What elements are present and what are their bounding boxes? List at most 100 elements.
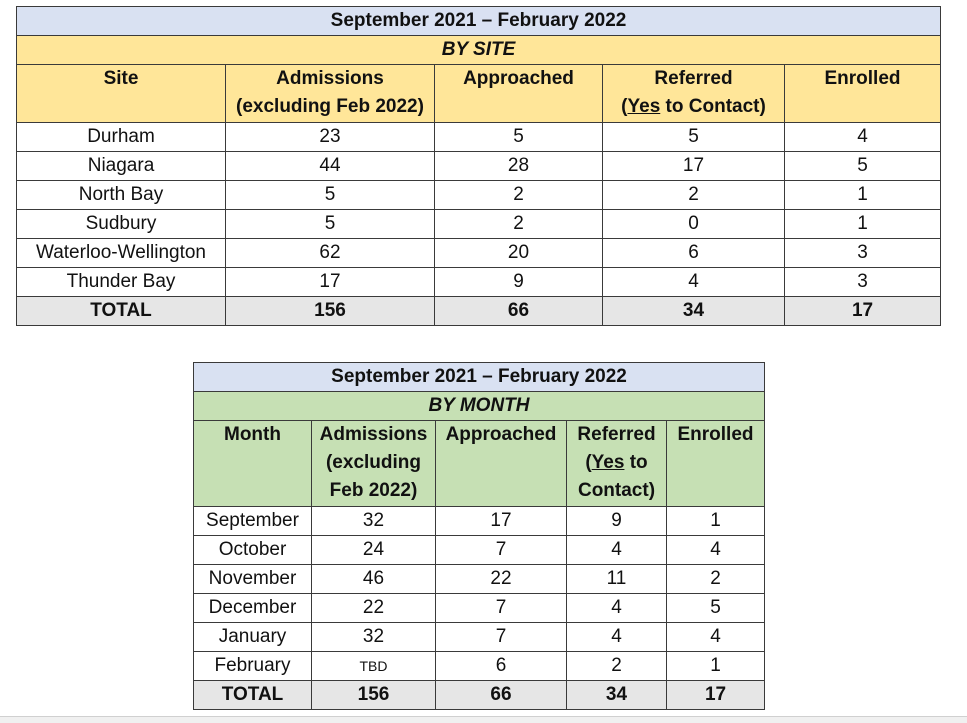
- approached-cell: 17: [435, 506, 567, 536]
- approached-cell: 9: [434, 267, 603, 297]
- column-header-admissions: Admissions (excluding Feb 2022): [311, 420, 436, 507]
- bottom-edge: [0, 716, 967, 723]
- enrolled-cell: 1: [783, 180, 942, 210]
- month-cell: December: [193, 593, 312, 623]
- referred-cell: 6: [602, 238, 785, 268]
- enrolled-cell: 3: [783, 238, 942, 268]
- total-referred: 34: [566, 680, 667, 710]
- table-row: September 32 17 9 1: [193, 506, 766, 536]
- enrolled-cell: 1: [665, 506, 766, 536]
- table-title: September 2021 – February 2022: [192, 362, 766, 392]
- table-row: January 32 7 4 4: [193, 622, 766, 652]
- column-header-site: Site: [16, 64, 226, 123]
- approached-cell: 28: [434, 151, 603, 181]
- referred-cell: 9: [566, 506, 667, 536]
- referred-cell: 17: [602, 151, 785, 181]
- column-header-approached: Approached: [435, 420, 567, 507]
- site-cell: Durham: [16, 122, 226, 152]
- referred-cell: 2: [566, 651, 667, 681]
- month-cell: January: [193, 622, 312, 652]
- enrolled-cell: 1: [783, 209, 942, 239]
- column-header-referred: Referred (Yes to Contact): [566, 420, 667, 507]
- table-row: October 24 7 4 4: [193, 535, 766, 565]
- site-cell: Sudbury: [16, 209, 226, 239]
- approached-cell: 2: [434, 180, 603, 210]
- approached-cell: 22: [435, 564, 567, 594]
- table-row: Sudbury 5 2 0 1: [16, 209, 942, 239]
- admissions-cell: 46: [311, 564, 436, 594]
- table-row: Durham 23 5 5 4: [16, 122, 942, 152]
- referred-cell: 11: [566, 564, 667, 594]
- approached-cell: 7: [435, 535, 567, 565]
- approached-cell: 7: [435, 622, 567, 652]
- referred-cell: 4: [602, 267, 785, 297]
- month-cell: November: [193, 564, 312, 594]
- referred-cell: 5: [602, 122, 785, 152]
- total-approached: 66: [435, 680, 567, 710]
- month-cell: October: [193, 535, 312, 565]
- total-admissions: 156: [311, 680, 436, 710]
- admissions-cell: 32: [311, 506, 436, 536]
- table-title-row: September 2021 – February 2022: [15, 6, 942, 36]
- table-row: Waterloo-Wellington 62 20 6 3: [16, 238, 942, 268]
- header-row: Month Admissions (excluding Feb 2022) Appr…: [193, 420, 766, 507]
- enrolled-cell: 5: [783, 151, 942, 181]
- table-row: December 22 7 4 5: [193, 593, 766, 623]
- month-cell: February: [193, 651, 312, 681]
- enrolled-cell: 1: [665, 651, 766, 681]
- site-cell: Niagara: [16, 151, 226, 181]
- total-row: TOTAL 156 66 34 17: [193, 680, 766, 710]
- site-cell: Waterloo-Wellington: [16, 238, 226, 268]
- total-approached: 66: [434, 296, 603, 326]
- referred-cell: 4: [566, 535, 667, 565]
- referred-cell: 4: [566, 593, 667, 623]
- enrolled-cell: 3: [783, 267, 942, 297]
- total-referred: 34: [602, 296, 785, 326]
- total-label: TOTAL: [16, 296, 226, 326]
- site-cell: North Bay: [16, 180, 226, 210]
- admissions-cell: 24: [311, 535, 436, 565]
- column-header-month: Month: [193, 420, 312, 507]
- approached-cell: 5: [434, 122, 603, 152]
- admissions-cell: 17: [225, 267, 435, 297]
- table-row: November 46 22 11 2: [193, 564, 766, 594]
- month-summary-table: September 2021 – February 2022 BY MONTH …: [192, 362, 766, 710]
- table-title: September 2021 – February 2022: [15, 6, 942, 36]
- total-admissions: 156: [225, 296, 435, 326]
- total-enrolled: 17: [783, 296, 942, 326]
- enrolled-cell: 4: [665, 622, 766, 652]
- column-header-referred: Referred (Yes to Contact): [602, 64, 785, 123]
- admissions-cell: 32: [311, 622, 436, 652]
- table-row: Thunder Bay 17 9 4 3: [16, 267, 942, 297]
- approached-cell: 2: [434, 209, 603, 239]
- column-header-approached: Approached: [434, 64, 603, 123]
- table-row: February TBD 6 2 1: [193, 651, 766, 681]
- admissions-cell: 22: [311, 593, 436, 623]
- approached-cell: 7: [435, 593, 567, 623]
- column-header-enrolled: Enrolled: [665, 420, 766, 507]
- admissions-cell: 44: [225, 151, 435, 181]
- column-header-admissions: Admissions (excluding Feb 2022): [225, 64, 435, 123]
- total-row: TOTAL 156 66 34 17: [16, 296, 942, 326]
- total-enrolled: 17: [665, 680, 766, 710]
- referred-cell: 0: [602, 209, 785, 239]
- table-row: Niagara 44 28 17 5: [16, 151, 942, 181]
- table-subtitle: BY MONTH: [192, 391, 766, 421]
- admissions-cell: 5: [225, 209, 435, 239]
- admissions-cell: 23: [225, 122, 435, 152]
- table-subtitle: BY SITE: [15, 35, 942, 65]
- month-cell: September: [193, 506, 312, 536]
- header-row: Site Admissions (excluding Feb 2022) Appr…: [16, 64, 942, 123]
- admissions-cell: TBD: [311, 651, 436, 681]
- site-summary-table: September 2021 – February 2022 BY SITE S…: [15, 6, 942, 326]
- table-subtitle-row: BY MONTH: [192, 391, 766, 421]
- enrolled-cell: 2: [665, 564, 766, 594]
- admissions-cell: 62: [225, 238, 435, 268]
- column-header-enrolled: Enrolled: [783, 64, 942, 123]
- enrolled-cell: 4: [783, 122, 942, 152]
- enrolled-cell: 4: [665, 535, 766, 565]
- approached-cell: 6: [435, 651, 567, 681]
- approached-cell: 20: [434, 238, 603, 268]
- total-label: TOTAL: [193, 680, 312, 710]
- referred-cell: 2: [602, 180, 785, 210]
